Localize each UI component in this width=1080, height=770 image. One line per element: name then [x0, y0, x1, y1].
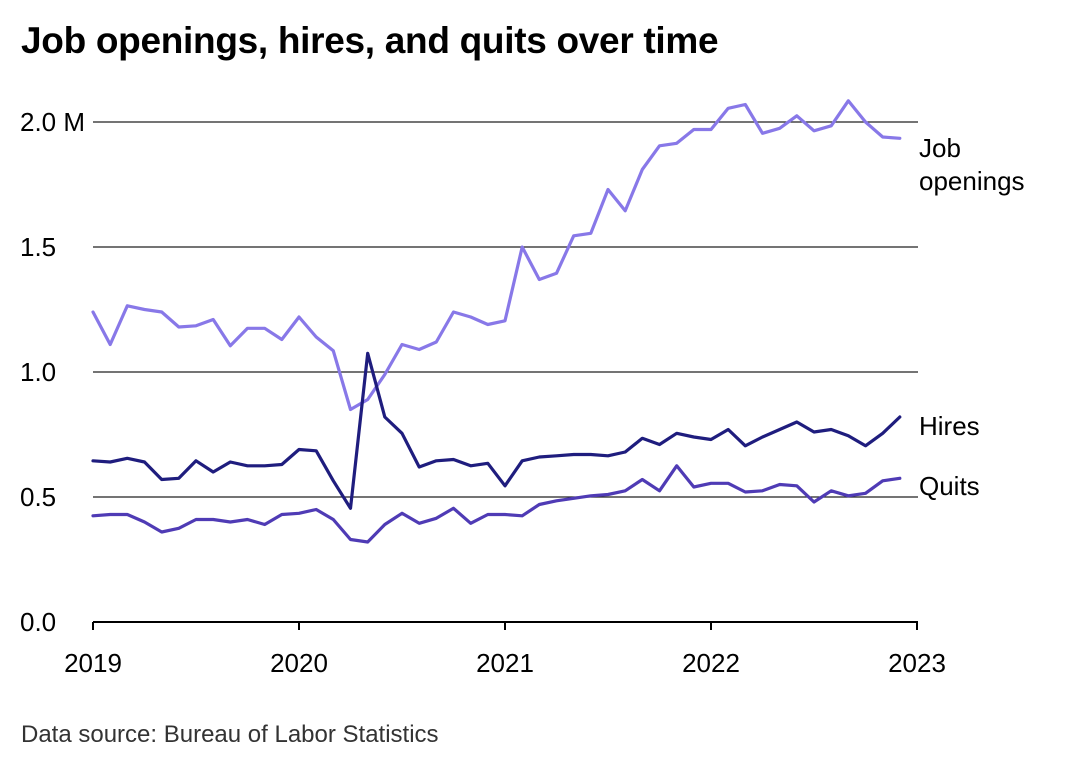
y-tick-label: 0.5 [20, 482, 56, 512]
x-axis-ticks: 2019 2020 2021 2022 2023 [64, 648, 946, 678]
data-source-note: Data source: Bureau of Labor Statistics [21, 721, 439, 748]
x-tick-label: 2023 [888, 648, 946, 678]
x-axis [92, 621, 918, 630]
y-tick-label: 0.0 [20, 607, 56, 637]
gridlines [93, 121, 918, 498]
job-openings-line [91, 99, 902, 412]
quits-line [91, 464, 902, 544]
series-lines [91, 99, 902, 544]
x-tick-label: 2021 [476, 648, 534, 678]
y-axis-ticks: 0.0 0.5 1.0 1.5 2.0 M [20, 107, 85, 637]
hires-label: Hires [919, 411, 980, 441]
y-tick-label: 1.5 [20, 232, 56, 262]
series-labels: Job openings Hires Quits [919, 133, 1025, 501]
job-openings-label: Job openings [919, 133, 1025, 196]
x-tick-label: 2022 [682, 648, 740, 678]
y-tick-label: 1.0 [20, 357, 56, 387]
y-tick-label: 2.0 M [20, 107, 85, 137]
hires-line [91, 351, 902, 510]
chart-title: Job openings, hires, and quits over time [21, 20, 719, 61]
x-tick-label: 2019 [64, 648, 122, 678]
quits-label: Quits [919, 471, 980, 501]
x-tick-label: 2020 [270, 648, 328, 678]
